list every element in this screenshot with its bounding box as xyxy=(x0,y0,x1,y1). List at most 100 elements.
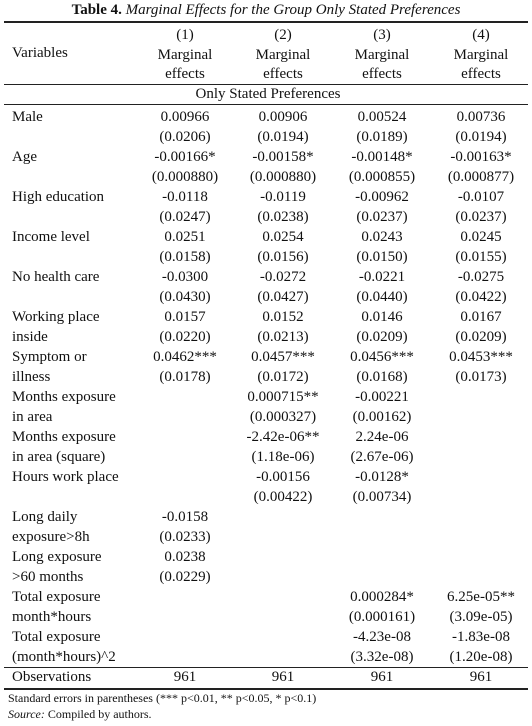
row-label: Hours work place xyxy=(12,469,119,485)
standard-error: (3.09e-05) xyxy=(449,609,513,625)
coefficient: -0.0128* xyxy=(355,469,409,485)
row-label: Income level xyxy=(12,229,90,245)
coefficient: 0.00736 xyxy=(456,109,506,125)
row-label: Male xyxy=(12,109,43,125)
row-label: exposure>8h xyxy=(12,529,90,545)
coefficient: -0.0158 xyxy=(161,509,209,525)
standard-error: (0.0189) xyxy=(356,129,408,145)
coefficient: 0.0254 xyxy=(262,229,304,245)
standard-error: (0.0213) xyxy=(257,329,309,345)
caption: Table 4. Marginal Effects for the Group … xyxy=(72,0,461,20)
row-label: Total exposure xyxy=(12,629,101,645)
coefficient: 0.0245 xyxy=(460,229,502,245)
row-label: Observations xyxy=(12,669,92,685)
standard-error: (0.000880) xyxy=(249,169,317,185)
coefficient: -0.00962 xyxy=(355,189,409,205)
row-label: High education xyxy=(12,189,105,205)
standard-error: (0.0156) xyxy=(257,249,309,265)
rule xyxy=(4,84,528,85)
row-label: month*hours xyxy=(12,609,92,625)
coefficient: 0.0457*** xyxy=(251,349,315,365)
standard-error: (0.0247) xyxy=(159,209,211,225)
coefficient: 0.0146 xyxy=(361,309,403,325)
column-number: (3) xyxy=(373,27,391,43)
standard-error: (0.0237) xyxy=(356,209,408,225)
standard-error: (0.00422) xyxy=(253,489,313,505)
row-label: No health care xyxy=(12,269,100,285)
column-name: Marginal xyxy=(255,47,311,63)
coefficient: 0.0453*** xyxy=(449,349,513,365)
column-name: effects xyxy=(362,66,402,82)
coefficient: -0.00148* xyxy=(351,149,413,165)
standard-error: (0.0172) xyxy=(257,369,309,385)
coefficient: 0.0238 xyxy=(164,549,206,565)
coefficient: 0.0167 xyxy=(460,309,502,325)
coefficient: -0.0272 xyxy=(259,269,307,285)
standard-error: (1.18e-06) xyxy=(251,449,315,465)
coefficient: 0.0462*** xyxy=(153,349,217,365)
coefficient: -0.00158* xyxy=(252,149,314,165)
column-number: (1) xyxy=(176,27,194,43)
coefficient: -0.00163* xyxy=(450,149,512,165)
observations: 961 xyxy=(469,669,493,685)
row-label: Long exposure xyxy=(12,549,102,565)
standard-error: (0.0209) xyxy=(356,329,408,345)
standard-error: (0.0206) xyxy=(159,129,211,145)
coefficient: -0.0107 xyxy=(457,189,505,205)
coefficient: 0.0243 xyxy=(361,229,403,245)
standard-error: (0.0427) xyxy=(257,289,309,305)
standard-error: (3.32e-08) xyxy=(350,649,414,665)
coefficient: -0.0221 xyxy=(358,269,406,285)
row-label: Long daily xyxy=(12,509,78,525)
source-text: Compiled by authors. xyxy=(47,707,152,721)
observations: 961 xyxy=(173,669,197,685)
standard-error: (0.000880) xyxy=(151,169,219,185)
standard-error: (0.0168) xyxy=(356,369,408,385)
standard-error: (0.0194) xyxy=(455,129,507,145)
coefficient: 0.00524 xyxy=(357,109,407,125)
coefficient: 0.0251 xyxy=(164,229,206,245)
coefficient: -0.0119 xyxy=(260,189,306,205)
coefficient: -0.0118 xyxy=(162,189,208,205)
standard-error: (0.0209) xyxy=(455,329,507,345)
standard-error: (0.00734) xyxy=(352,489,412,505)
row-label: Symptom or xyxy=(12,349,87,365)
standard-error: (0.0150) xyxy=(356,249,408,265)
section-label: Only Stated Preferences xyxy=(195,86,341,102)
standard-error: (0.0178) xyxy=(159,369,211,385)
standard-error: (0.0233) xyxy=(159,529,211,545)
standard-error: (0.0173) xyxy=(455,369,507,385)
note: Standard errors in parentheses (*** p<0.… xyxy=(8,691,317,705)
column-name: Marginal xyxy=(157,47,213,63)
coefficient: 2.24e-06 xyxy=(355,429,409,445)
row-label: illness xyxy=(12,369,51,385)
observations: 961 xyxy=(370,669,394,685)
column-number: (2) xyxy=(274,27,292,43)
standard-error: (0.0158) xyxy=(159,249,211,265)
coefficient: -0.00221 xyxy=(355,389,409,405)
standard-error: (0.0220) xyxy=(159,329,211,345)
column-number: (4) xyxy=(472,27,490,43)
standard-error: (0.0430) xyxy=(159,289,211,305)
column-name: Marginal xyxy=(453,47,509,63)
standard-error: (0.0422) xyxy=(455,289,507,305)
caption-label: Table 4. xyxy=(71,2,122,18)
standard-error: (0.000855) xyxy=(348,169,416,185)
source-label: Source: xyxy=(8,707,45,721)
note: Source: Compiled by authors. xyxy=(8,704,152,724)
coefficient: -1.83e-08 xyxy=(452,629,510,645)
row-label: (month*hours)^2 xyxy=(12,649,116,665)
standard-error: (0.0440) xyxy=(356,289,408,305)
column-name: effects xyxy=(461,66,501,82)
coefficient: 0.000284* xyxy=(350,589,414,605)
coefficient: -2.42e-06** xyxy=(246,429,320,445)
row-label: inside xyxy=(12,329,48,345)
row-label: in area xyxy=(12,409,53,425)
standard-error: (0.0237) xyxy=(455,209,507,225)
row-label: Months exposure xyxy=(12,389,116,405)
column-name: Marginal xyxy=(354,47,410,63)
standard-error: (0.0229) xyxy=(159,569,211,585)
coefficient: 0.00966 xyxy=(160,109,210,125)
rule xyxy=(4,21,528,23)
